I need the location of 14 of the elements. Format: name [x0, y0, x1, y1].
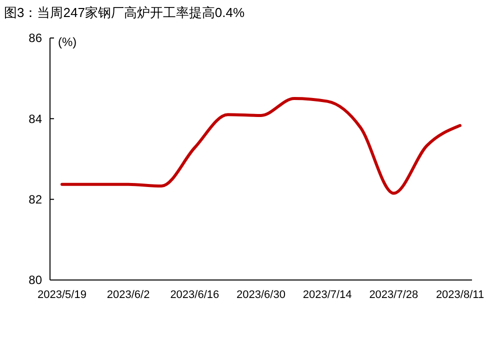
x-tick-label: 2023/7/28: [369, 289, 418, 301]
y-tick-label: 82: [28, 192, 42, 207]
chart-title: 图3：当周247家钢厂高炉开工率提高0.4%: [4, 5, 245, 20]
x-tick-label: 2023/6/2: [106, 289, 150, 301]
x-tick-label: 2023/5/19: [38, 289, 86, 301]
y-axis-title: (%): [58, 35, 77, 49]
y-tick-label: 84: [28, 112, 42, 126]
line-series: [60, 97, 462, 195]
x-tick-label: 2023/6/16: [170, 289, 220, 301]
x-tick-label: 2023/7/14: [302, 289, 352, 301]
x-tick-label: 2023/8/11: [436, 289, 484, 301]
y-tick-label: 80: [28, 273, 42, 288]
y-tick-label: 86: [28, 31, 42, 46]
x-tick-label: 2023/6/30: [236, 289, 286, 301]
